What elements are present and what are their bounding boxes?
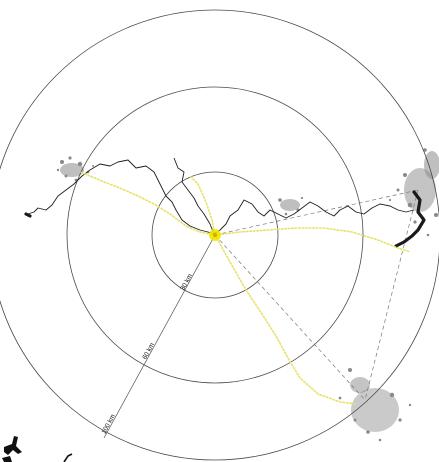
route-east	[214, 227, 411, 253]
river	[27, 159, 415, 235]
route-west	[79, 171, 216, 236]
route-north	[189, 175, 216, 236]
route-south	[214, 234, 357, 405]
settlement-center-east	[278, 196, 304, 216]
corner-figure-icon	[2, 436, 22, 462]
settlement-southeast	[338, 368, 412, 442]
ring-100km	[0, 9, 439, 461]
link-southeast	[214, 234, 366, 401]
settlement-east	[388, 148, 439, 237]
settlement-west	[56, 156, 94, 182]
corner-mark-icon	[63, 453, 73, 462]
ring-30km	[151, 171, 279, 299]
label-60km: 60 km	[141, 342, 156, 361]
radius-line	[103, 234, 216, 439]
river-east-segment	[394, 190, 426, 248]
link-east-southeast	[364, 189, 419, 401]
river-west-end	[24, 212, 32, 218]
label-100km: 100 km	[100, 413, 116, 435]
center-marker-core	[212, 232, 218, 238]
river-tributary	[173, 157, 215, 235]
label-30km: 30 km	[179, 273, 194, 292]
